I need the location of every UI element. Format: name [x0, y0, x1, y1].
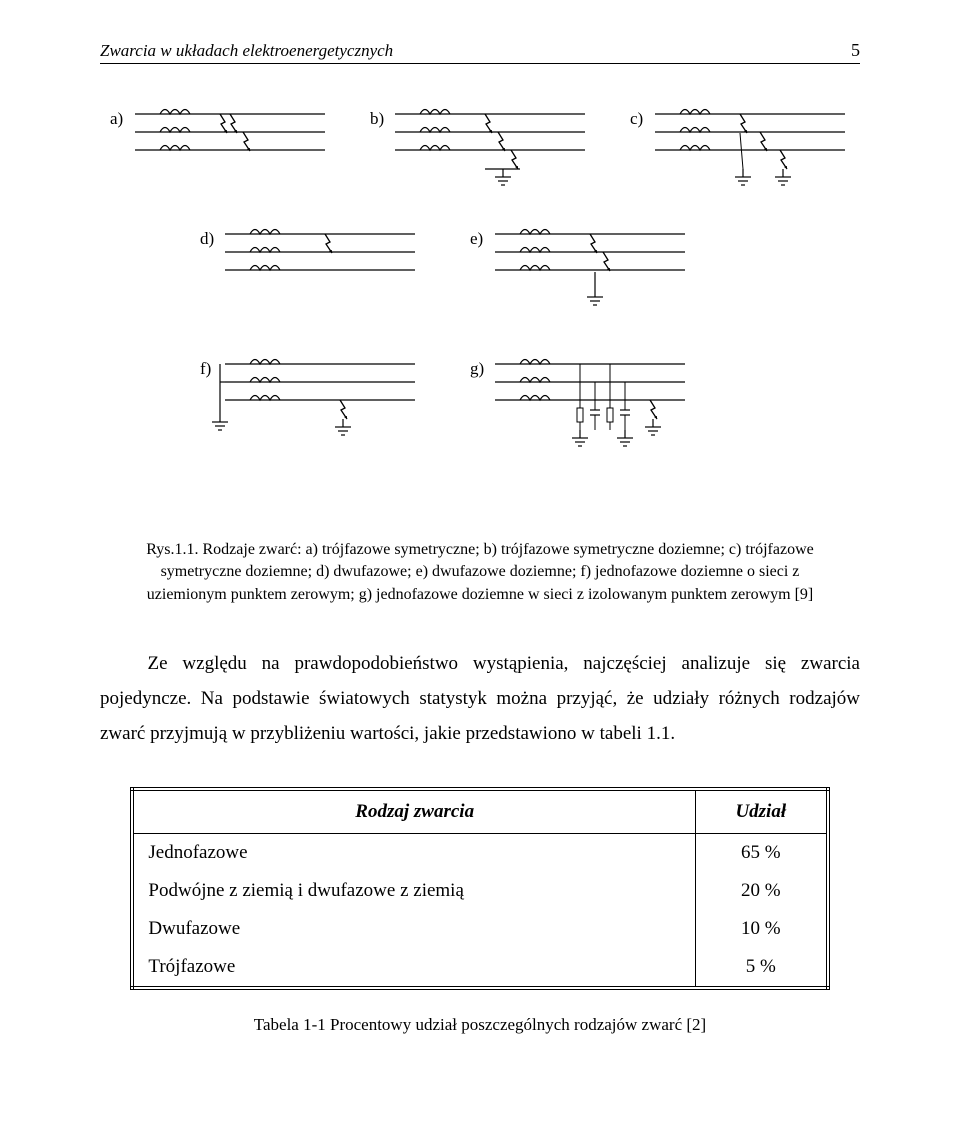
fig-label-b: b): [370, 109, 384, 128]
col-header-type: Rodzaj zwarcia: [132, 789, 695, 834]
fig-label-g: g): [470, 359, 484, 378]
col-header-share: Udział: [695, 789, 827, 834]
diagram-b: [395, 110, 585, 186]
cell-type: Trójfazowe: [132, 948, 695, 988]
diagram-f: [212, 360, 415, 436]
diagram-a: [135, 110, 325, 152]
table-row: Trójfazowe 5 %: [132, 948, 827, 988]
table-caption: Tabela 1-1 Procentowy udział poszczególn…: [100, 1015, 860, 1035]
table-row: Jednofazowe 65 %: [132, 833, 827, 872]
cell-type: Podwójne z ziemią i dwufazowe z ziemią: [132, 872, 695, 910]
running-header: Zwarcia w układach elektroenergetycznych…: [100, 40, 860, 64]
cell-share: 5 %: [695, 948, 827, 988]
cell-share: 10 %: [695, 910, 827, 948]
fig-label-a: a): [110, 109, 123, 128]
page-number: 5: [851, 40, 860, 61]
table-header-row: Rodzaj zwarcia Udział: [132, 789, 827, 834]
header-title: Zwarcia w układach elektroenergetycznych: [100, 41, 393, 61]
cell-share: 20 %: [695, 872, 827, 910]
fig-label-c: c): [630, 109, 643, 128]
table-row: Podwójne z ziemią i dwufazowe z ziemią 2…: [132, 872, 827, 910]
fig-label-d: d): [200, 229, 214, 248]
fault-share-table: Rodzaj zwarcia Udział Jednofazowe 65 % P…: [130, 787, 829, 990]
figure-caption: Rys.1.1. Rodzaje zwarć: a) trójfazowe sy…: [130, 539, 830, 606]
diagram-e: [495, 230, 685, 306]
cell-type: Jednofazowe: [132, 833, 695, 872]
cell-share: 65 %: [695, 833, 827, 872]
diagram-c: [655, 110, 845, 186]
fig-label-e: e): [470, 229, 483, 248]
table-row: Dwufazowe 10 %: [132, 910, 827, 948]
figure-diagrams: a) b) c): [100, 94, 860, 519]
diagram-d: [225, 230, 415, 271]
body-paragraph: Ze względu na prawdopodobieństwo wystąpi…: [100, 646, 860, 751]
fault-diagrams-svg: a) b) c): [100, 94, 860, 514]
page: Zwarcia w układach elektroenergetycznych…: [0, 0, 960, 1095]
cell-type: Dwufazowe: [132, 910, 695, 948]
fig-label-f: f): [200, 359, 211, 378]
diagram-g: [495, 360, 685, 447]
